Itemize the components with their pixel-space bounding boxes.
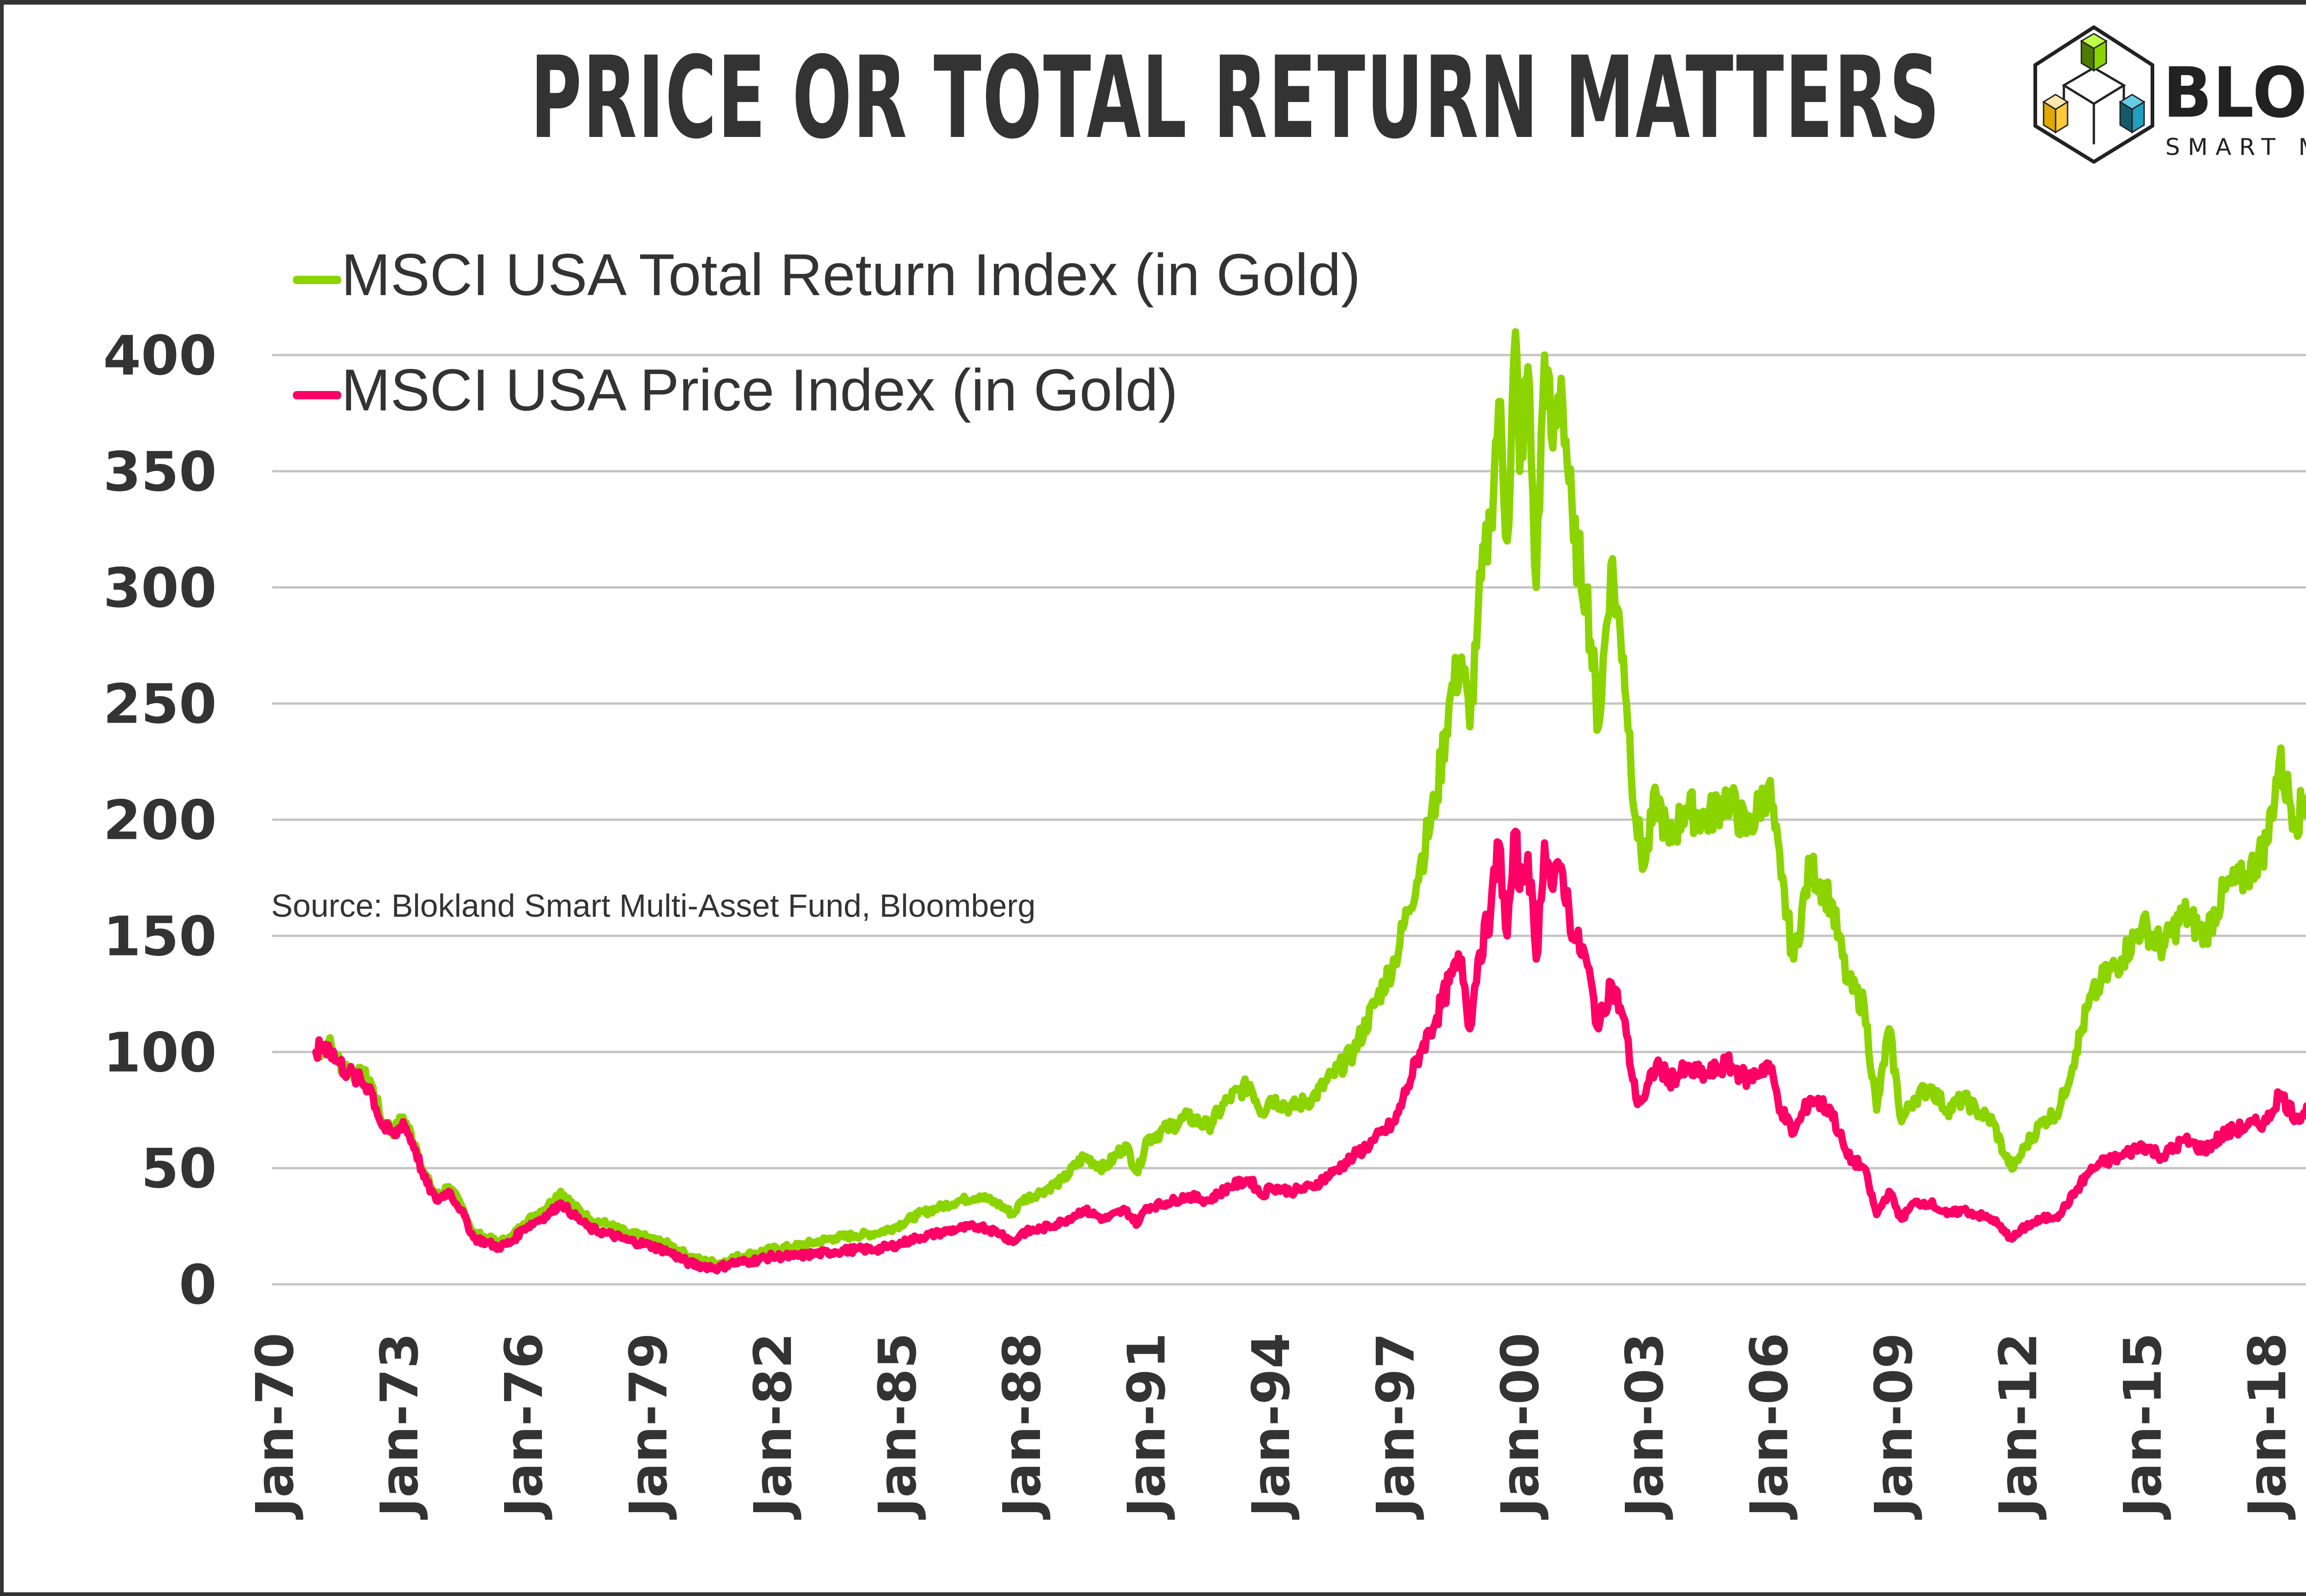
x-tick-label: Jan-97 — [1366, 1333, 1426, 1520]
logo-tagline: SMART MULTI-ASSET FUND — [2165, 134, 2306, 160]
x-tick-label: Jan-88 — [993, 1333, 1052, 1520]
x-tick-label: Jan-94 — [1242, 1333, 1302, 1520]
logo-name: BLOKLAND — [2163, 53, 2306, 133]
x-tick-label: Jan-91 — [1117, 1333, 1177, 1520]
x-tick-label: Jan-76 — [494, 1333, 554, 1520]
y-tick-label: 0 — [179, 1253, 217, 1317]
series-line-price — [312, 827, 2306, 1275]
gridlines — [272, 354, 2306, 1286]
x-tick-label: Jan-15 — [2113, 1333, 2173, 1520]
x-tick-label: Jan-18 — [2238, 1333, 2298, 1520]
y-tick-label: 250 — [103, 672, 217, 736]
x-tick-label: Jan-09 — [1864, 1333, 1924, 1520]
y-tick-label: 350 — [103, 440, 217, 504]
x-tick-label: Jan-85 — [868, 1333, 928, 1520]
x-tick-label: Jan-03 — [1615, 1333, 1675, 1520]
legend: MSCI USA Total Return Index (in Gold) MS… — [293, 242, 1361, 423]
legend-swatch-total-return — [293, 276, 341, 284]
x-tick-label: Jan-00 — [1491, 1333, 1551, 1520]
x-tick-label: Jan-12 — [1989, 1333, 2049, 1520]
legend-label-total-return: MSCI USA Total Return Index (in Gold) — [341, 242, 1361, 308]
y-tick-label: 150 — [103, 904, 217, 968]
blokland-cube-icon — [2033, 25, 2154, 164]
y-tick-label: 400 — [103, 324, 217, 387]
series-lines — [312, 328, 2306, 1275]
y-tick-label: 300 — [103, 556, 217, 620]
blokland-logo: BLOKLAND SMART MULTI-ASSET FUND — [2027, 25, 2306, 164]
x-tick-label: Jan-70 — [245, 1333, 305, 1520]
y-tick-label: 200 — [103, 789, 217, 852]
legend-swatch-price — [293, 391, 341, 399]
y-axis: 0 50 100 150 200 250 300 350 400 — [103, 324, 217, 1317]
y-tick-label: 50 — [141, 1137, 217, 1200]
x-tick-label: Jan-06 — [1740, 1333, 1800, 1520]
x-axis: Jan-70 Jan-73 Jan-76 Jan-79 Jan-82 Jan-85 Jan-… — [245, 1333, 2298, 1520]
y-tick-label: 100 — [103, 1020, 217, 1084]
x-tick-label: Jan-79 — [619, 1333, 679, 1520]
source-note: Source: Blokland Smart Multi-Asset Fund,… — [271, 888, 1035, 924]
legend-label-price: MSCI USA Price Index (in Gold) — [341, 357, 1178, 423]
chart-title: PRICE OR TOTAL RETURN MATTERS — [530, 32, 1941, 164]
x-tick-label: Jan-73 — [370, 1333, 430, 1520]
x-tick-label: Jan-82 — [743, 1333, 803, 1520]
